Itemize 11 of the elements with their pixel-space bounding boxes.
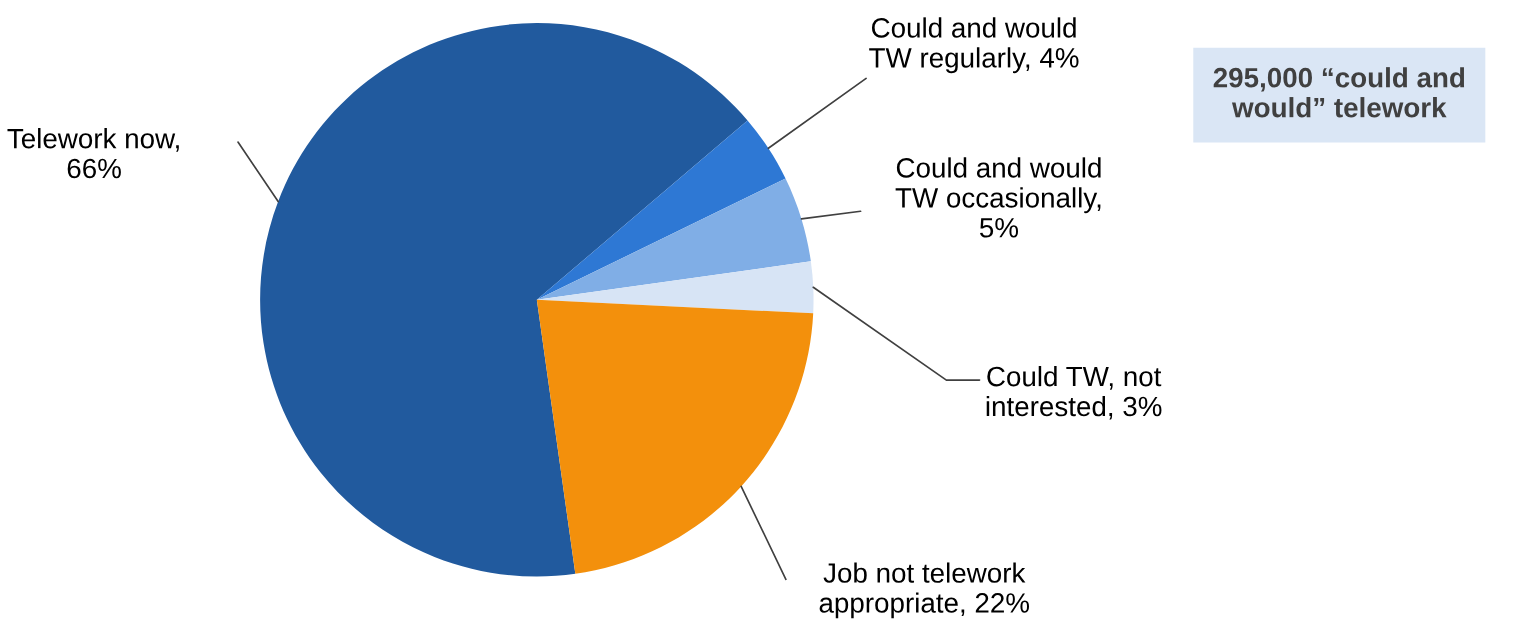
slice-label: Job not telework appropriate, 22% <box>819 562 1030 619</box>
slice-label: Telework now, 66% <box>7 128 179 179</box>
slice-label: Could and would TW regularly, 4% <box>869 17 1079 74</box>
text: 295,000 “could and would” telework <box>1213 67 1465 118</box>
pie-slice <box>536 261 814 314</box>
slice-label: Could and would TW occasionally, 5% <box>895 157 1101 238</box>
pie-slice <box>536 178 811 300</box>
slice-label: Could TW, not interested, 3% <box>986 365 1162 420</box>
pie-slice <box>536 120 786 300</box>
pie-slice <box>260 23 748 577</box>
pie-slice <box>536 299 814 574</box>
